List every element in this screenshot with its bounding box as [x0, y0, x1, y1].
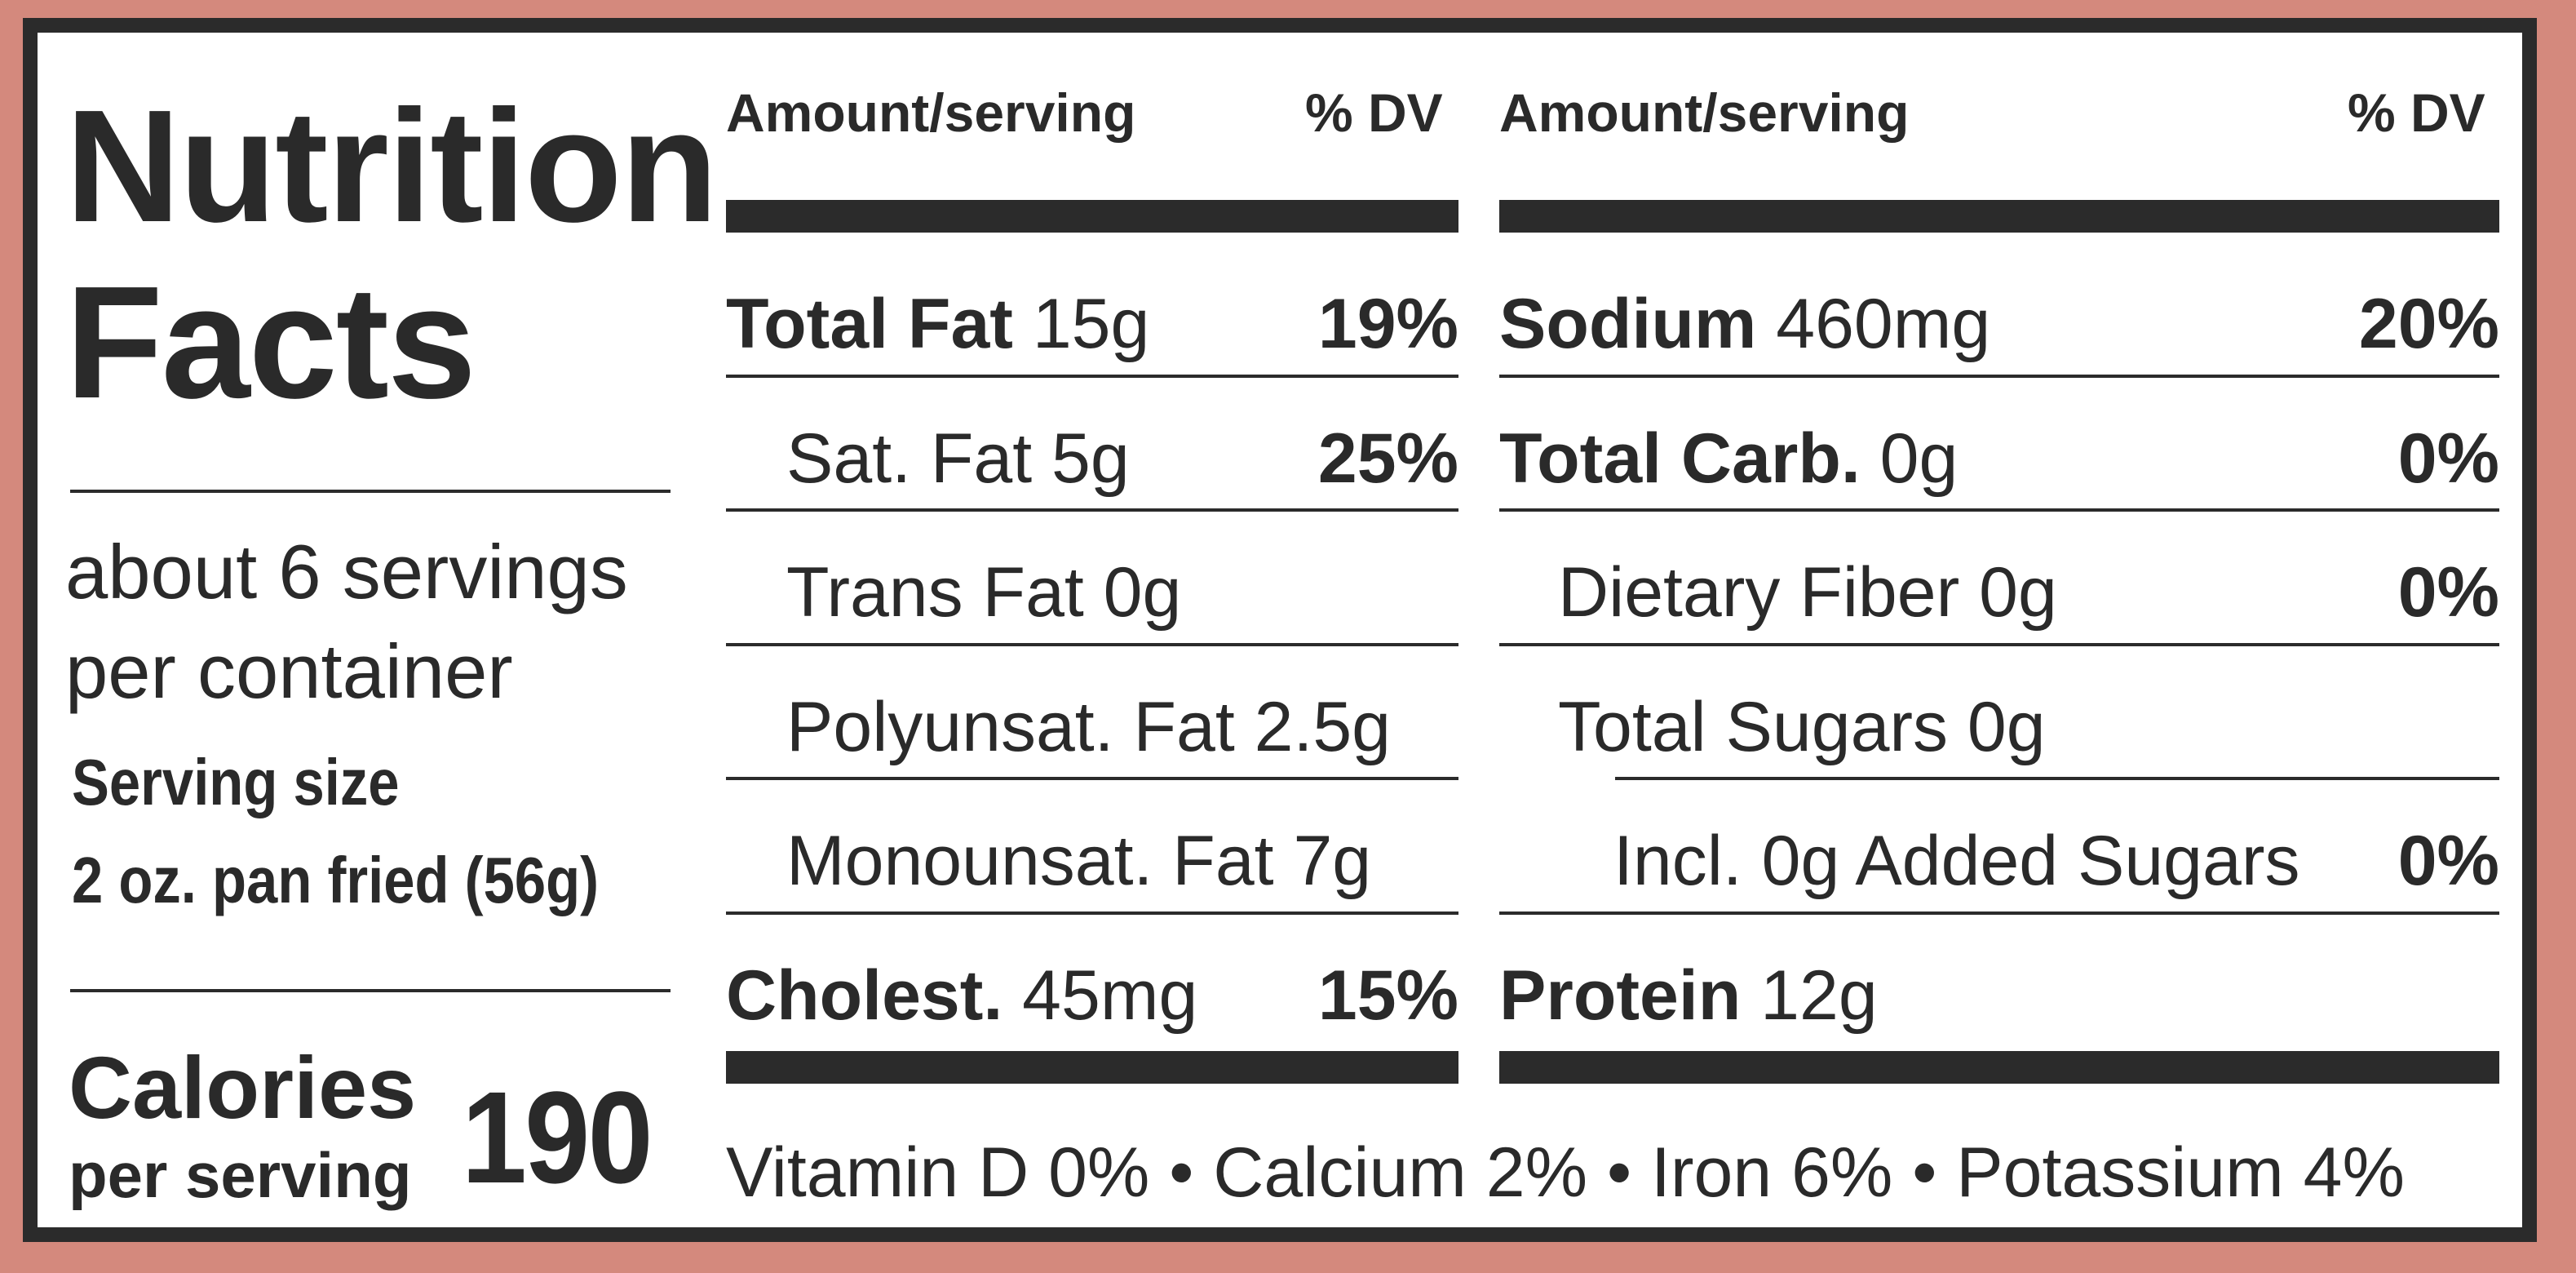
left-top-bar — [726, 200, 1458, 233]
nutrient-row-polyunsat-fat: Polyunsat. Fat 2.5g — [726, 660, 1458, 794]
nutrient-name: Total Fat — [726, 284, 1013, 363]
row-divider — [1499, 508, 2499, 512]
nutrient-row-added-sugars: Incl. 0g Added Sugars 0% — [1499, 794, 2499, 928]
nutrient-dv: 20% — [2358, 284, 2499, 363]
title-line-1: Nutrition — [65, 77, 718, 255]
serving-size-label: Serving size — [72, 746, 400, 818]
nutrient-row-total-sugars: Total Sugars 0g — [1499, 660, 2499, 794]
calories-divider — [70, 989, 671, 992]
row-divider — [726, 777, 1458, 780]
serving-size-value: 2 oz. pan fried (56g) — [72, 844, 600, 916]
nutrient-name: Sodium — [1499, 284, 1757, 363]
nutrient-name: Dietary Fiber 0g — [1558, 552, 2057, 632]
nutrient-row-cholesterol: Cholest. 45mg 15% — [726, 929, 1458, 1062]
title-line-2: Facts — [65, 253, 476, 432]
nutrient-row-sat-fat: Sat. Fat 5g 25% — [726, 392, 1458, 526]
nutrient-dv: 25% — [1317, 419, 1458, 498]
left-header-amount: Amount/serving — [726, 82, 1136, 143]
nutrient-row-sodium: Sodium 460mg 20% — [1499, 257, 2499, 391]
nutrient-name: Total Sugars 0g — [1558, 687, 2046, 766]
nutrition-facts-panel: Nutrition Facts about 6 servings per con… — [23, 18, 2537, 1242]
vitamins-minerals-line: Vitamin D 0% • Calcium 2% • Iron 6% • Po… — [726, 1133, 2405, 1212]
nutrient-name: Total Carb. — [1499, 419, 1861, 498]
nutrient-name: Trans Fat 0g — [786, 552, 1182, 632]
nutrient-row-total-fat: Total Fat 15g 19% — [726, 257, 1458, 391]
nutrient-name: Protein — [1499, 956, 1742, 1035]
left-header-dv: % DV — [1305, 82, 1443, 143]
left-bottom-bar — [726, 1051, 1458, 1084]
nutrient-dv: 0% — [2397, 419, 2499, 498]
nutrient-amount: 15g — [1032, 284, 1150, 363]
nutrient-amount: 12g — [1760, 956, 1878, 1035]
right-header-amount: Amount/serving — [1499, 82, 1910, 143]
nutrient-dv: 0% — [2397, 552, 2499, 632]
nutrient-name: Incl. 0g Added Sugars — [1613, 821, 2300, 900]
nutrient-name: Sat. Fat 5g — [786, 419, 1130, 498]
row-divider — [726, 375, 1458, 378]
row-divider — [726, 508, 1458, 512]
nutrient-row-monounsat-fat: Monounsat. Fat 7g — [726, 794, 1458, 928]
nutrient-name: Cholest. — [726, 956, 1003, 1035]
right-bottom-bar — [1499, 1051, 2499, 1084]
nutrient-amount: 45mg — [1022, 956, 1198, 1035]
nutrient-row-trans-fat: Trans Fat 0g — [726, 526, 1458, 659]
row-divider — [1615, 777, 2499, 780]
calories-value: 190 — [461, 1064, 653, 1210]
right-top-bar — [1499, 200, 2499, 233]
nutrient-name: Monounsat. Fat 7g — [786, 821, 1372, 900]
row-divider — [1499, 643, 2499, 646]
row-divider — [1499, 375, 2499, 378]
title-divider — [70, 490, 671, 493]
nutrient-row-dietary-fiber: Dietary Fiber 0g 0% — [1499, 526, 2499, 659]
nutrient-dv: 0% — [2397, 821, 2499, 900]
servings-line-2: per container — [65, 628, 513, 714]
nutrient-row-total-carb: Total Carb. 0g 0% — [1499, 392, 2499, 526]
row-divider — [726, 643, 1458, 646]
right-header-dv: % DV — [2348, 82, 2485, 143]
row-divider — [1499, 912, 2499, 915]
nutrient-amount: 460mg — [1776, 284, 1991, 363]
calories-label: Calories — [69, 1038, 417, 1137]
row-divider — [726, 912, 1458, 915]
nutrient-dv: 15% — [1317, 956, 1458, 1035]
nutrient-amount: 0g — [1879, 419, 1959, 498]
nutrient-name: Polyunsat. Fat 2.5g — [786, 687, 1391, 766]
nutrient-dv: 19% — [1317, 284, 1458, 363]
nutrient-row-protein: Protein 12g — [1499, 929, 2499, 1062]
servings-line-1: about 6 servings — [65, 529, 628, 614]
calories-per-serving: per serving — [69, 1139, 412, 1211]
